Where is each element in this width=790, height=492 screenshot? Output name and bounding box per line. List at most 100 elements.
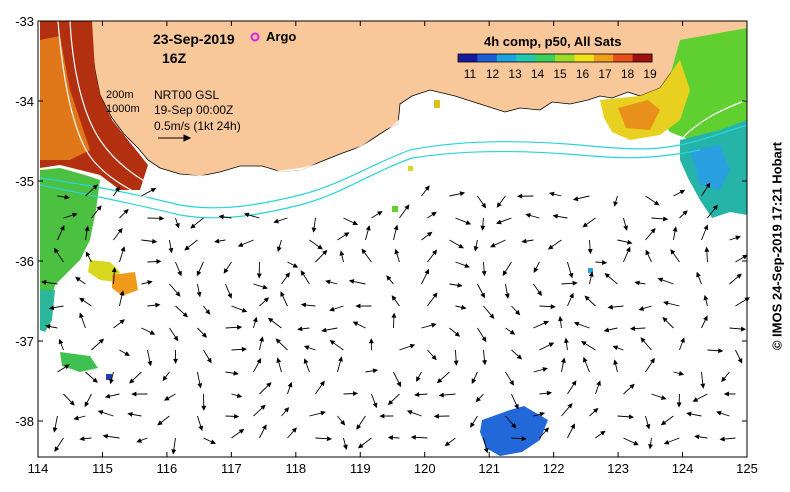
current-arrowhead bbox=[581, 341, 587, 346]
current-arrowhead bbox=[317, 244, 323, 250]
colorbar-segment bbox=[555, 54, 575, 62]
depth-1000-label: 1000m bbox=[106, 103, 140, 115]
current-arrowhead bbox=[704, 246, 710, 252]
current-arrowhead bbox=[521, 436, 527, 442]
current-arrowhead bbox=[72, 212, 78, 218]
current-arrowhead bbox=[361, 248, 367, 255]
current-arrowhead bbox=[79, 436, 85, 442]
current-arrowhead bbox=[573, 321, 580, 327]
current-arrowhead bbox=[625, 246, 631, 253]
current-arrowhead bbox=[629, 326, 636, 331]
current-arrowhead bbox=[511, 423, 517, 429]
current-arrowhead bbox=[657, 277, 664, 283]
current-arrowhead bbox=[52, 427, 58, 433]
current-arrowhead bbox=[645, 249, 651, 256]
x-tick-label: 123 bbox=[607, 461, 629, 476]
current-arrowhead bbox=[311, 227, 317, 233]
sst-patch-east-green bbox=[660, 28, 747, 150]
current-arrowhead bbox=[75, 276, 81, 282]
current-arrowhead bbox=[210, 439, 216, 444]
shelf-line-east bbox=[679, 99, 748, 141]
colorbar-segment bbox=[458, 54, 478, 62]
current-arrowhead bbox=[355, 303, 361, 309]
current-arrowhead bbox=[480, 225, 486, 231]
current-arrowhead bbox=[45, 324, 51, 329]
current-arrowhead bbox=[712, 204, 718, 211]
current-arrowhead bbox=[737, 358, 743, 364]
sst-patch-west-teal bbox=[40, 290, 55, 332]
current-arrowhead bbox=[54, 247, 59, 254]
current-arrowhead bbox=[653, 200, 660, 206]
date-label: 23-Sep-2019 bbox=[153, 31, 235, 47]
current-arrowhead bbox=[613, 359, 618, 365]
current-arrowhead bbox=[453, 360, 459, 366]
current-arrowhead bbox=[184, 245, 190, 251]
current-arrowhead bbox=[263, 297, 270, 303]
colorbar-tick-label: 11 bbox=[464, 67, 477, 81]
sst-patch-west-green bbox=[40, 168, 100, 330]
arrow-scale-label: 0.5m/s (1kt 24h) bbox=[154, 119, 241, 133]
current-arrowhead bbox=[509, 329, 516, 335]
current-arrowhead bbox=[303, 345, 310, 351]
current-arrowhead bbox=[570, 423, 575, 429]
current-arrowhead bbox=[243, 212, 250, 218]
current-arrowhead bbox=[352, 220, 359, 225]
current-arrowhead bbox=[436, 378, 443, 384]
colorbar-segment bbox=[477, 54, 498, 62]
credit-text: © IMOS 24-Sep-2019 17:21 Hobart bbox=[769, 141, 785, 351]
current-arrowhead bbox=[54, 446, 60, 452]
current-arrowhead bbox=[583, 356, 588, 363]
y-tick-label: -36 bbox=[15, 254, 34, 269]
current-arrowhead bbox=[338, 356, 343, 362]
current-arrowhead bbox=[256, 273, 262, 279]
current-arrowhead bbox=[64, 194, 70, 200]
current-arrowhead bbox=[496, 202, 502, 208]
current-arrowhead bbox=[92, 377, 98, 383]
current-arrowhead bbox=[69, 400, 75, 406]
current-arrowhead bbox=[322, 249, 328, 256]
current-arrowhead bbox=[276, 246, 282, 252]
current-arrowhead bbox=[233, 370, 239, 376]
current-arrowhead bbox=[283, 407, 290, 413]
current-arrowhead bbox=[276, 357, 282, 363]
x-tick-label: 115 bbox=[92, 461, 113, 476]
colorbar-tick-label: 17 bbox=[598, 67, 612, 81]
current-arrowhead bbox=[542, 367, 548, 372]
current-arrowhead bbox=[285, 272, 291, 278]
current-arrowhead bbox=[197, 383, 203, 389]
x-tick-label: 119 bbox=[350, 461, 371, 476]
current-arrowhead bbox=[84, 225, 90, 232]
current-arrowhead bbox=[114, 186, 120, 192]
scale-arrow-icon bbox=[158, 134, 192, 142]
current-arrowhead bbox=[543, 320, 549, 326]
current-arrowhead bbox=[470, 422, 475, 428]
current-arrowhead bbox=[396, 381, 402, 388]
current-arrowhead bbox=[391, 312, 397, 318]
current-arrowhead bbox=[568, 272, 574, 279]
current-arrowhead bbox=[607, 304, 613, 310]
current-arrowhead bbox=[79, 312, 84, 319]
current-arrowhead bbox=[85, 251, 91, 257]
current-arrowhead bbox=[509, 380, 515, 386]
y-tick-label: -37 bbox=[15, 334, 34, 349]
current-arrowhead bbox=[716, 410, 722, 416]
current-arrowhead bbox=[175, 222, 180, 229]
current-arrowhead bbox=[705, 182, 711, 189]
current-arrowhead bbox=[536, 290, 542, 297]
current-arrowhead bbox=[464, 263, 470, 268]
x-tick-label: 118 bbox=[285, 461, 306, 476]
current-arrowhead bbox=[457, 282, 463, 288]
current-arrowhead bbox=[504, 293, 510, 299]
current-arrowhead bbox=[458, 243, 464, 249]
current-arrowhead bbox=[703, 315, 708, 322]
x-tick-label: 124 bbox=[672, 461, 694, 476]
colorbar-tick-label: 15 bbox=[553, 67, 567, 81]
current-arrowhead bbox=[663, 216, 669, 222]
current-arrowhead bbox=[567, 403, 573, 409]
current-arrowhead bbox=[227, 293, 232, 299]
current-arrowhead bbox=[198, 425, 204, 432]
sst-dot-5 bbox=[106, 374, 112, 380]
current-arrowhead bbox=[155, 302, 161, 308]
current-arrowhead bbox=[147, 360, 153, 367]
current-arrowhead bbox=[162, 375, 168, 382]
